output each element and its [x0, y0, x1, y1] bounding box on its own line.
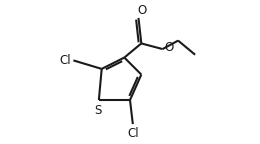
- Text: O: O: [137, 4, 146, 17]
- Text: O: O: [164, 41, 173, 54]
- Text: Cl: Cl: [59, 54, 70, 67]
- Text: S: S: [94, 104, 102, 117]
- Text: Cl: Cl: [127, 127, 139, 140]
